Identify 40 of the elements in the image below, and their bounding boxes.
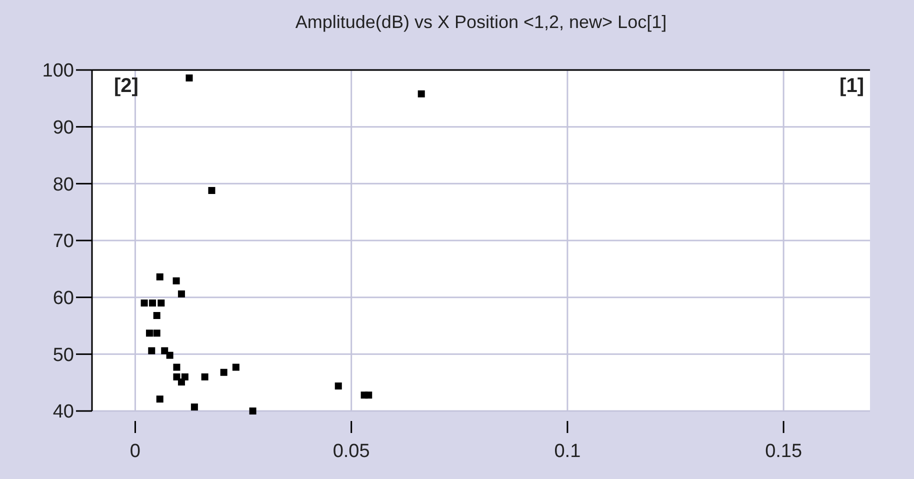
point [220,368,228,376]
annotation: [2] [114,75,138,97]
point [153,330,160,337]
chart-title: Amplitude(dB) vs X Position <1,2, new> Loc[1] [295,12,667,32]
point [173,373,180,380]
point [208,186,216,194]
point [149,300,156,307]
point [148,347,156,354]
x-tick-label: 0.1 [554,441,581,462]
x-tick-label: 0 [130,441,141,462]
point [156,273,164,280]
x-tick-label: 0.05 [332,441,370,462]
point [161,347,168,354]
point [365,392,372,399]
point [186,74,193,82]
point [190,404,198,411]
y-tick-label: 40 [52,402,74,423]
point [146,330,153,337]
point [140,300,148,307]
point [156,396,164,403]
point [166,352,174,359]
y-tick-label: 50 [52,344,74,366]
point [153,312,160,320]
point [418,90,425,98]
y-tick-label: 80 [52,174,74,196]
point [158,300,165,307]
y-tick-label: 100 [42,60,74,82]
point [173,364,180,371]
x-tick-label: 0.15 [765,441,802,462]
annotation: [1] [840,75,864,97]
point [334,382,342,390]
point [201,373,208,380]
y-tick-label: 60 [52,288,74,309]
point [178,290,185,298]
y-tick-label: 90 [52,117,74,138]
point [172,277,180,284]
point [232,364,240,371]
y-tick-label: 70 [52,231,74,252]
point [178,378,185,386]
point [249,408,256,414]
